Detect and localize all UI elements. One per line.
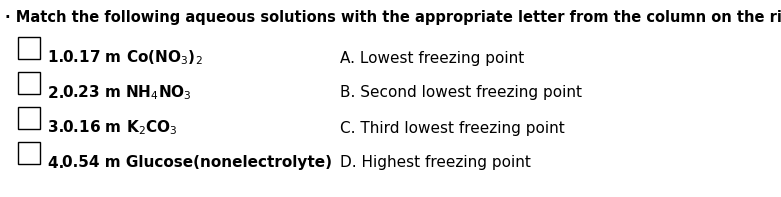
Text: 4.: 4. xyxy=(48,155,70,170)
Text: 2.: 2. xyxy=(48,85,70,100)
Bar xyxy=(18,37,40,59)
Text: 0.23 m NH$_4$NO$_3$: 0.23 m NH$_4$NO$_3$ xyxy=(62,84,192,102)
Text: A. Lowest freezing point: A. Lowest freezing point xyxy=(340,50,524,65)
Text: 0.17 m Co(NO$_3$)$_2$: 0.17 m Co(NO$_3$)$_2$ xyxy=(62,49,203,67)
Text: · Match the following aqueous solutions with the appropriate letter from the col: · Match the following aqueous solutions … xyxy=(5,10,781,25)
Text: C. Third lowest freezing point: C. Third lowest freezing point xyxy=(340,121,565,136)
Text: 0.54 m Glucose(nonelectrolyte): 0.54 m Glucose(nonelectrolyte) xyxy=(62,155,332,170)
Text: B. Second lowest freezing point: B. Second lowest freezing point xyxy=(340,85,582,100)
Bar xyxy=(18,142,40,164)
Text: 3.: 3. xyxy=(48,121,70,136)
Text: 1.: 1. xyxy=(48,50,70,65)
Bar xyxy=(18,107,40,129)
Text: 0.16 m K$_2$CO$_3$: 0.16 m K$_2$CO$_3$ xyxy=(62,119,177,137)
Bar xyxy=(18,72,40,94)
Text: D. Highest freezing point: D. Highest freezing point xyxy=(340,155,531,170)
